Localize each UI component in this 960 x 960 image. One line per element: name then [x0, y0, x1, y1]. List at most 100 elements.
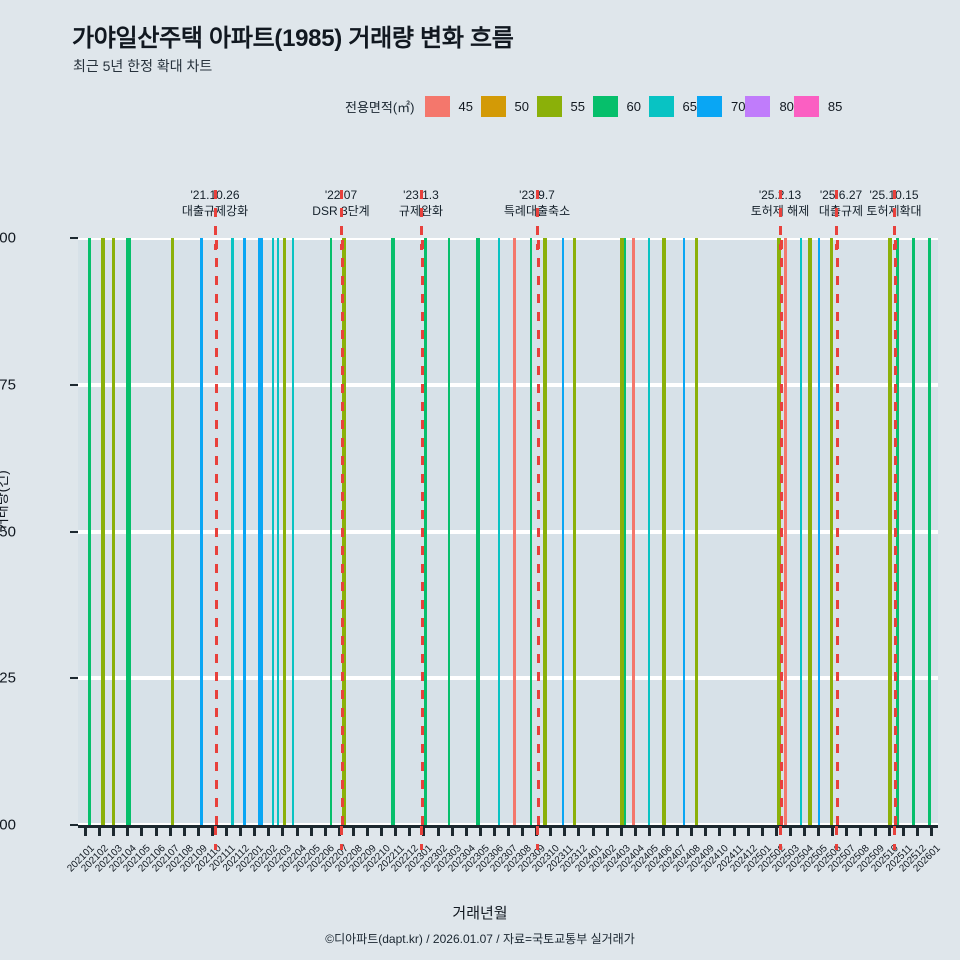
- chart-bar: [101, 238, 105, 825]
- annotation-line: [780, 238, 783, 825]
- x-axis-tickmark: [859, 825, 863, 836]
- x-axis-tickmark: [676, 825, 680, 836]
- x-axis-tickmark: [901, 825, 905, 836]
- annotation-line: [215, 238, 218, 825]
- x-axis-tickmark: [803, 825, 807, 836]
- y-axis-tickmark: [70, 530, 78, 533]
- annotation-line-bottom: [214, 826, 217, 850]
- legend-item-60[interactable]: 60: [592, 94, 649, 119]
- chart-bar: [258, 238, 263, 825]
- annotation-line-bottom: [893, 826, 896, 850]
- legend-item-label: 55: [570, 99, 585, 114]
- y-axis-tickmark: [70, 237, 78, 239]
- legend-item-65[interactable]: 65: [648, 94, 697, 119]
- x-axis-tickmark: [239, 825, 243, 836]
- x-axis-tickmark: [84, 825, 88, 836]
- chart-bar: [277, 238, 279, 825]
- x-axis-tickmark: [873, 825, 877, 836]
- x-axis-tickmark: [196, 825, 200, 836]
- chart-bar: [830, 238, 833, 825]
- annotation-line: [537, 238, 540, 825]
- chart-bar: [391, 238, 395, 825]
- chart-bar: [632, 238, 635, 825]
- chart-bar: [808, 238, 812, 825]
- legend: 전용면적(㎡) 45 50 55 60 65 70 80 85: [345, 94, 842, 119]
- legend-item-45[interactable]: 45: [424, 94, 481, 119]
- annotation-line: [421, 238, 424, 825]
- chart-bar: [88, 238, 91, 825]
- x-axis-tickmark: [337, 825, 341, 836]
- x-axis-tickmark: [408, 825, 412, 836]
- annotation-line-top: [835, 190, 838, 250]
- x-axis-tickmark: [436, 825, 440, 836]
- x-axis-tickmark: [690, 825, 694, 836]
- legend-swatch-icon: [480, 96, 506, 117]
- chart-bar: [888, 238, 892, 825]
- chart-bar: [330, 238, 332, 825]
- x-axis-tickmark: [309, 825, 313, 836]
- legend-item-label: 45: [458, 99, 473, 114]
- chart-bar: [928, 238, 931, 825]
- chart-bar: [476, 238, 480, 825]
- x-axis-tickmark: [817, 825, 821, 836]
- chart-bar: [171, 238, 174, 825]
- x-axis-tickmark: [450, 825, 454, 836]
- x-axis-tickmark: [323, 825, 327, 836]
- x-axis-tickmark: [746, 825, 750, 836]
- x-axis-tickmark: [774, 825, 778, 836]
- chart-bar: [272, 238, 274, 825]
- legend-item-85[interactable]: 85: [793, 94, 842, 119]
- chart-bar: [695, 238, 698, 825]
- x-axis-tickmark: [168, 825, 172, 836]
- y-axis-tick-label: 0.00: [0, 816, 16, 834]
- chart-bar: [562, 238, 564, 825]
- x-axis-tickmark: [281, 825, 285, 836]
- x-axis-tickmark: [140, 825, 144, 836]
- annotation-line-bottom: [420, 826, 423, 850]
- x-axis-tickmark: [732, 825, 736, 836]
- x-axis-tickmark: [718, 825, 722, 836]
- legend-item-label: 70: [730, 99, 746, 114]
- x-axis-tickmark: [492, 825, 496, 836]
- annotation-line-top: [420, 190, 423, 250]
- legend-item-label: 65: [682, 99, 697, 114]
- x-axis-tickmark: [126, 825, 130, 836]
- x-axis-tickmark: [662, 825, 666, 836]
- legend-item-label: 80: [779, 99, 794, 114]
- legend-swatch-icon: [793, 96, 819, 117]
- legend-item-70[interactable]: 70: [696, 94, 746, 119]
- chart-bar: [818, 238, 820, 825]
- page-title: 가야일산주택 아파트(1985) 거래량 변화 흐름: [72, 25, 514, 52]
- x-axis-tickmark: [366, 825, 370, 836]
- annotation-line: [341, 238, 344, 825]
- gridline: [78, 529, 938, 534]
- legend-item-55[interactable]: 55: [536, 94, 593, 119]
- gridline: [78, 676, 938, 681]
- legend-item-80[interactable]: 80: [745, 94, 794, 119]
- legend-swatch-icon: [648, 96, 674, 117]
- gridline: [78, 382, 938, 387]
- x-axis-tickmark: [563, 825, 567, 836]
- x-axis-tickmark: [351, 825, 355, 836]
- x-axis-tickmark: [915, 825, 919, 836]
- x-axis-tickmark: [422, 825, 426, 836]
- chart-bar: [126, 238, 131, 825]
- chart-bar: [200, 238, 203, 825]
- x-axis-tickmark: [154, 825, 158, 836]
- page-subtitle: 최근 5년 한정 확대 차트: [73, 58, 213, 74]
- y-axis-title: 거래량(건): [0, 470, 10, 531]
- legend-item-50[interactable]: 50: [480, 94, 537, 119]
- annotation-text: 대출규제: [818, 204, 864, 218]
- annotation-line-top: [536, 190, 539, 250]
- chart-bar: [292, 238, 294, 825]
- chart-bar: [424, 238, 427, 825]
- x-axis-tickmark: [295, 825, 299, 836]
- x-axis-tickmark: [831, 825, 835, 836]
- x-axis-tickmark: [760, 825, 764, 836]
- chart-bar: [912, 238, 915, 825]
- chart-bar: [530, 238, 532, 825]
- annotation-line: [836, 238, 839, 825]
- annotation-line: [894, 238, 897, 825]
- x-axis-tickmark: [591, 825, 595, 836]
